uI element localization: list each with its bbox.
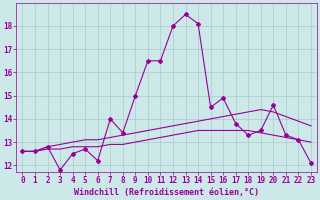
X-axis label: Windchill (Refroidissement éolien,°C): Windchill (Refroidissement éolien,°C) [74,188,259,197]
